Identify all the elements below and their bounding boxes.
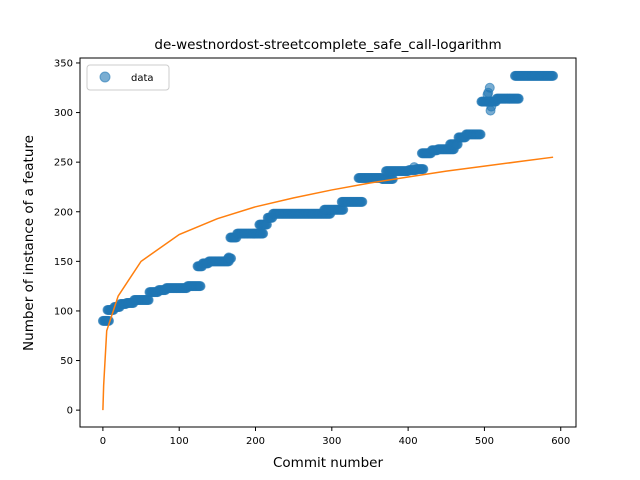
y-tick-label: 50 (60, 356, 73, 367)
fit-series (102, 156, 554, 411)
y-tick-label: 100 (54, 306, 73, 317)
legend-label-data: data (131, 73, 154, 84)
x-tick-label: 400 (399, 436, 418, 447)
data-point (258, 228, 269, 239)
y-tick-label: 200 (54, 207, 73, 218)
plot-area (97, 70, 559, 411)
legend-box (86, 64, 170, 91)
y-tick-label: 300 (54, 108, 73, 119)
data-point (357, 196, 368, 207)
y-tick-label: 0 (67, 406, 73, 417)
x-tick-label: 600 (551, 436, 570, 447)
chart-title: de-westnordost-streetcomplete_safe_call-… (154, 37, 501, 53)
y-axis-label: Number of instance of a feature (21, 135, 37, 351)
x-tick-label: 0 (100, 436, 106, 447)
data-point (548, 70, 559, 81)
y-tick-label: 350 (54, 58, 73, 69)
x-axis-label: Commit number (273, 455, 383, 471)
data-point (475, 129, 486, 140)
fit-line (102, 156, 554, 411)
data-point (223, 252, 234, 263)
data-point (195, 281, 206, 292)
x-tick-label: 200 (246, 436, 265, 447)
data-point (513, 93, 524, 104)
plot-frame (79, 57, 577, 428)
y-axis: 0 50 100 150 200 250 300 350 (54, 58, 80, 417)
data-point (409, 162, 420, 173)
legend-marker-data (99, 71, 111, 83)
data-point (482, 89, 493, 100)
y-tick-label: 250 (54, 158, 73, 169)
x-tick-label: 500 (475, 436, 494, 447)
x-tick-label: 100 (170, 436, 189, 447)
x-axis: 0 100 200 300 400 500 600 (100, 427, 570, 447)
legend: data (86, 64, 170, 91)
y-tick-label: 150 (54, 257, 73, 268)
data-point (418, 164, 429, 175)
data-point (486, 101, 497, 112)
scatter-series (97, 70, 559, 326)
x-tick-label: 300 (322, 436, 341, 447)
